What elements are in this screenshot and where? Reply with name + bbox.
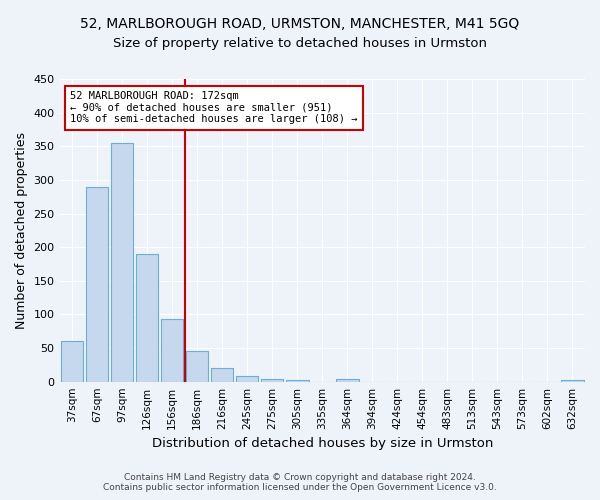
Bar	[61, 342, 83, 382]
Text: Contains HM Land Registry data © Crown copyright and database right 2024.
Contai: Contains HM Land Registry data © Crown c…	[103, 473, 497, 492]
Bar	[111, 143, 133, 382]
Y-axis label: Number of detached properties: Number of detached properties	[15, 132, 28, 329]
Bar	[211, 368, 233, 382]
Bar	[561, 380, 584, 382]
Bar	[336, 379, 359, 382]
Bar	[86, 186, 109, 382]
Bar	[236, 376, 259, 382]
Bar	[161, 319, 184, 382]
Text: 52, MARLBOROUGH ROAD, URMSTON, MANCHESTER, M41 5GQ: 52, MARLBOROUGH ROAD, URMSTON, MANCHESTE…	[80, 18, 520, 32]
Bar	[261, 379, 283, 382]
Text: Size of property relative to detached houses in Urmston: Size of property relative to detached ho…	[113, 38, 487, 51]
Bar	[136, 254, 158, 382]
Bar	[186, 350, 208, 382]
Text: 52 MARLBOROUGH ROAD: 172sqm
← 90% of detached houses are smaller (951)
10% of se: 52 MARLBOROUGH ROAD: 172sqm ← 90% of det…	[70, 91, 358, 124]
Bar	[286, 380, 308, 382]
X-axis label: Distribution of detached houses by size in Urmston: Distribution of detached houses by size …	[152, 437, 493, 450]
